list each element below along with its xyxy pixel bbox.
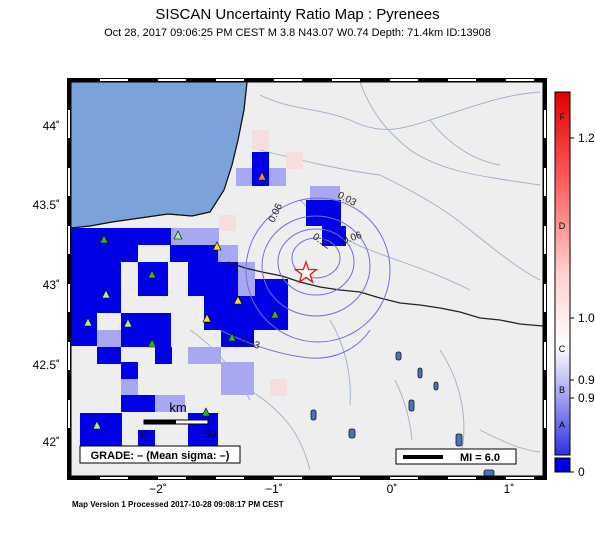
lat-label: 43˚ (43, 278, 60, 292)
colorbar-value: 0.9 (578, 391, 595, 405)
station-triangle (201, 407, 211, 417)
lakes (310, 351, 495, 476)
station-triangle (227, 332, 237, 342)
lon-label: −2˚ (149, 482, 167, 496)
colorbar-value: 1.0 (578, 311, 595, 325)
uncertainty-contours (219, 197, 391, 359)
scale-start: 0 (141, 429, 147, 441)
longitude-labels: −2˚ −1˚ 0˚ 1˚ (149, 482, 514, 496)
uncertainty-cells-pale (219, 130, 303, 396)
processing-note: Map Version 1 Processed 2017-10-28 09:08… (72, 500, 284, 509)
station-triangle (83, 317, 93, 327)
grade-text: GRADE: – (Mean sigma: –) (91, 450, 230, 462)
colorbar: F D C B A 1.2 1.0 0.9 0.9 0 (554, 91, 595, 479)
rivers (189, 82, 541, 471)
mi-text: MI = 6.0 (460, 452, 500, 464)
colorbar-value: 0.9 (578, 373, 595, 387)
station-triangle (212, 241, 222, 251)
lon-label: −1˚ (265, 482, 283, 496)
station-triangle (99, 234, 109, 244)
lon-label: 0˚ (387, 482, 398, 496)
map-title: SISCAN Uncertainty Ratio Map : Pyrenees (155, 6, 440, 23)
colorbar-letter: D (559, 221, 566, 231)
station-triangle (123, 318, 133, 328)
map-frame (67, 78, 547, 480)
lat-label: 42.5˚ (33, 358, 60, 372)
lat-label: 44˚ (43, 119, 60, 133)
colorbar-value: 1.2 (578, 131, 595, 145)
coastline (71, 82, 248, 229)
colorbar-letter: B (559, 385, 565, 395)
station-triangle (202, 313, 212, 323)
epicenter-star (293, 259, 319, 284)
station-triangle (270, 309, 280, 319)
scale-unit: km (169, 400, 186, 415)
colorbar-letter: F (559, 112, 565, 122)
lat-label: 43.5˚ (33, 198, 60, 212)
station-triangle (147, 269, 157, 279)
station-triangle (233, 295, 243, 305)
event-info: Oct 28, 2017 09:06:25 PM CEST M 3.8 N43.… (104, 27, 491, 39)
country-border (227, 261, 543, 327)
scale-end: 50 (204, 429, 216, 441)
station-triangle (173, 230, 183, 240)
station-triangle (101, 289, 111, 299)
station-triangle (257, 171, 267, 181)
stations (83, 171, 280, 430)
station-triangle (147, 338, 157, 348)
colorbar-letter: C (559, 344, 566, 354)
lat-label: 42˚ (43, 435, 60, 449)
station-triangle (92, 420, 102, 430)
colorbar-letter: A (559, 420, 565, 430)
scale-bar: km 0 50 (141, 400, 216, 441)
latitude-labels: 44˚ 43.5˚ 43˚ 42.5˚ 42˚ (33, 119, 60, 449)
lon-label: 1˚ (504, 482, 515, 496)
mi-legend: MI = 6.0 (395, 448, 517, 465)
grade-box: GRADE: – (Mean sigma: –) (79, 445, 241, 464)
colorbar-value: 0 (578, 465, 585, 479)
